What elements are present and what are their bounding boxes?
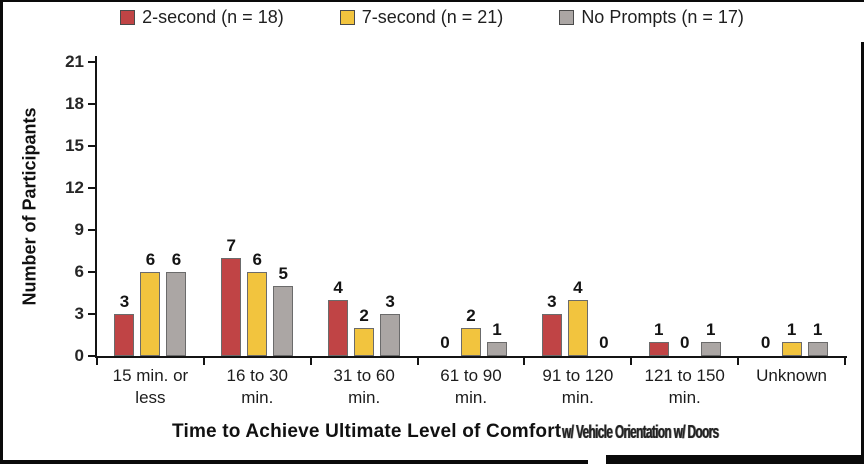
bar-value-label: 2 [359,306,369,325]
y-axis-tick [88,187,95,189]
legend-swatch-icon [339,10,355,25]
x-tick-label: 15 min. or less [112,366,189,407]
legend: 2-second (n = 18) 7-second (n = 21) No Pro… [0,7,864,28]
legend-label: 2-second (n = 18) [142,7,284,27]
bar: 4 [567,278,588,356]
legend-item: 7-second (n = 21) [339,7,504,28]
y-tick-label: 0 [74,346,84,365]
x-axis-title: Time to Achieve Ultimate Level of Comfor… [172,421,562,442]
frame-border-top [0,0,864,2]
y-axis-tick [88,313,95,315]
bar-value-label: 0 [760,333,771,352]
legend-label: 7-second (n = 21) [361,7,504,27]
frame-border-bottom-left [0,460,588,464]
y-axis-line [95,56,97,358]
y-axis-title: Number of Participants [19,107,40,306]
x-tick-label: 16 to 30 min. [226,366,288,407]
y-axis-tick [88,229,95,231]
bar-value-label: 3 [119,292,130,311]
bar: 2 [460,306,481,356]
bar: 6 [166,250,187,356]
x-axis-title-row: Time to Achieve Ultimate Level of Comfor… [0,421,864,447]
bar: 1 [807,320,828,356]
legend-item: No Prompts (n = 17) [559,7,744,28]
bar: 7 [221,236,242,356]
bar: 2 [354,306,375,356]
x-axis-tick [630,357,633,365]
bar-value-label: 0 [440,333,450,352]
bar-value-label: 1 [812,320,823,339]
bar-value-label: 6 [145,250,156,269]
y-tick-label: 12 [65,178,84,197]
x-axis-tick [737,357,740,365]
bar: 1 [781,320,802,356]
y-tick-label: 3 [74,304,84,323]
x-tick-label: 121 to 150 min. [644,366,725,407]
bar: 5 [273,264,294,356]
y-axis-tick [88,145,95,147]
bar: 4 [328,278,349,356]
x-axis-tick [309,357,312,365]
bar-value-label: 0 [679,333,690,352]
x-tick-label: 31 to 60 min. [333,366,395,407]
x-axis-title-overlap-artifact: w/ Vehicle Orientation w/ Doors [562,422,719,442]
bar-value-label: 7 [226,236,236,255]
frame-border-right [861,42,864,464]
y-tick-label: 6 [74,262,84,281]
bar-value-label: 0 [599,333,609,352]
y-axis-tick [88,355,95,357]
x-tick-label: Unknown [756,366,827,385]
bar: 3 [380,292,401,356]
y-axis-tick [88,61,95,63]
x-tick-label: 61 to 90 min. [440,366,502,407]
y-tick-label: 9 [74,220,84,239]
bar-value-label: 1 [786,320,797,339]
legend-label: No Prompts (n = 17) [581,7,744,27]
bar: 6 [247,250,268,356]
bar-value-label: 3 [385,292,395,311]
bar-value-label: 5 [278,264,288,283]
x-axis-tick [96,357,98,365]
bar-value-label: 6 [171,250,182,269]
legend-swatch-icon [559,10,575,25]
x-axis-line [95,356,847,358]
y-tick-label: 21 [65,52,84,71]
bar: 1 [700,320,721,356]
legend-item: 2-second (n = 18) [120,7,284,28]
bar: 6 [140,250,161,356]
y-tick-label: 18 [65,94,84,113]
frame-border-bottom-right [606,455,864,464]
legend-swatch-icon [120,10,136,25]
bar-value-label: 4 [333,278,343,297]
y-axis-tick [88,103,95,105]
bar-value-label: 3 [547,292,557,311]
x-axis-tick [416,357,419,365]
y-axis-tick [88,271,95,273]
bar: 3 [114,292,135,356]
frame-border-left [0,0,3,464]
y-tick-label: 15 [65,136,84,155]
bar: 1 [486,320,507,356]
bar: 3 [541,292,562,356]
bar-value-label: 4 [573,278,583,297]
bar-value-label: 6 [252,250,262,269]
bar-value-label: 1 [492,320,502,339]
bar-value-label: 1 [705,320,716,339]
bar-value-label: 1 [653,320,664,339]
bar-value-label: 2 [466,306,476,325]
x-axis-tick [844,357,846,365]
x-axis-tick [202,357,205,365]
x-tick-label: 91 to 120 min. [542,366,614,407]
x-axis-tick [523,357,526,365]
bar: 1 [648,320,669,356]
